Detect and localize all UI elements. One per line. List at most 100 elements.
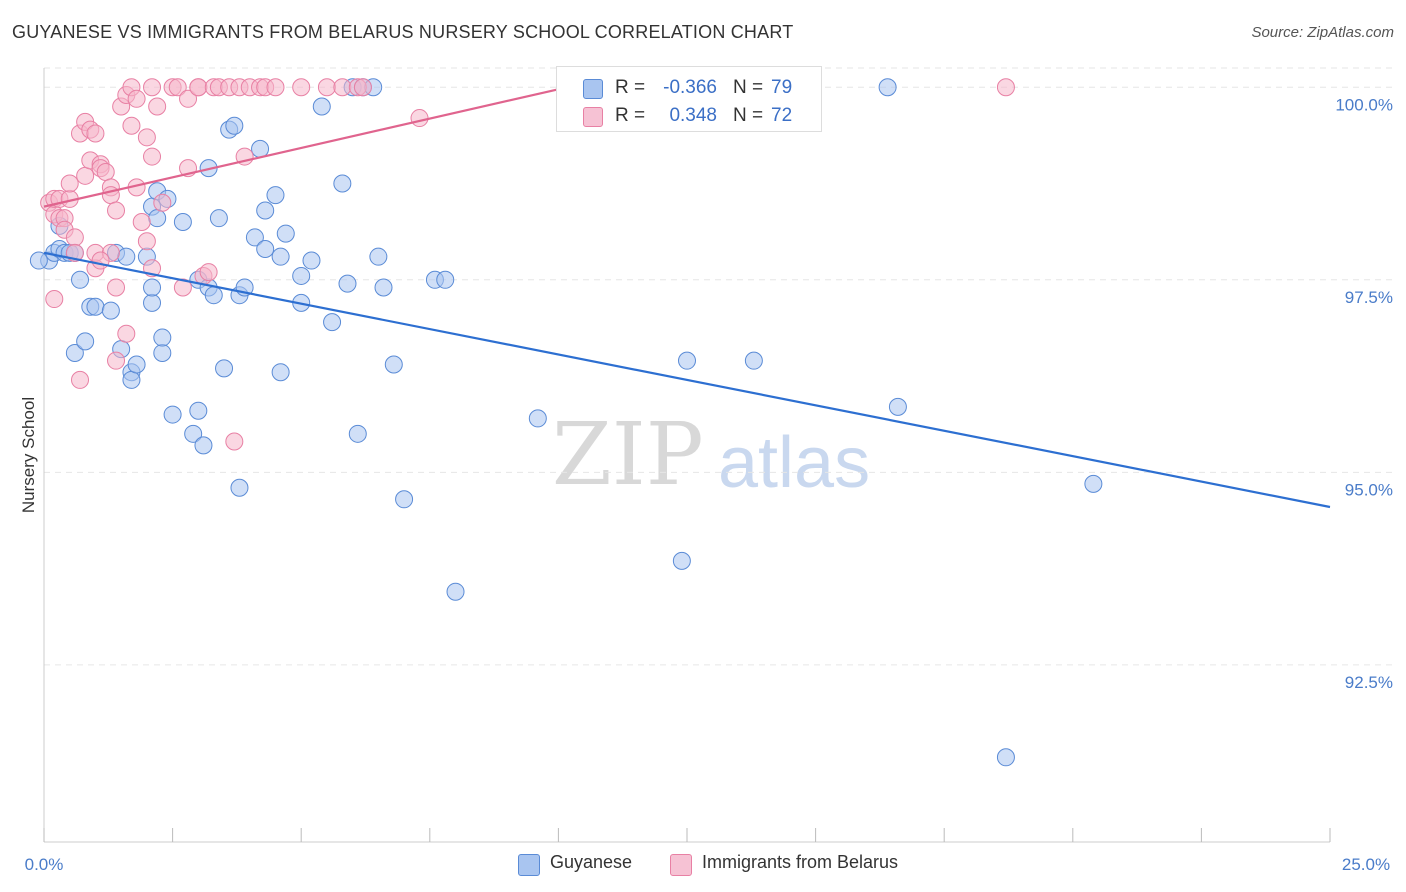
n-value: 72 [771, 105, 793, 126]
guyanese-point [333, 174, 352, 193]
belarus-point [148, 97, 167, 116]
belarus-point [143, 78, 162, 97]
r-value: 0.348 [669, 105, 717, 126]
guyanese-legend-swatch [518, 854, 540, 876]
belarus-point [353, 78, 372, 97]
n-label: N = [733, 77, 764, 98]
y-tick-label: 100.0% [1335, 95, 1393, 114]
guyanese-point [117, 247, 136, 266]
guyanese-point [256, 201, 275, 220]
r-value: -0.366 [663, 77, 717, 98]
guyanese-point [209, 209, 228, 228]
guyanese-point [312, 97, 331, 116]
guyanese-points [29, 78, 1103, 767]
belarus-point [45, 290, 64, 309]
guyanese-point [122, 370, 141, 389]
guyanese-point [215, 359, 234, 378]
guyanese-point [266, 186, 285, 205]
guyanese-point [276, 224, 295, 243]
x-tick-label-max: 25.0% [1342, 855, 1390, 874]
y-tick-label: 95.0% [1345, 480, 1393, 499]
belarus-point [168, 78, 187, 97]
chart-title: GUYANESE VS IMMIGRANTS FROM BELARUS NURS… [12, 22, 794, 42]
guyanese-point [338, 274, 357, 293]
belarus-point [137, 232, 156, 251]
y-axis-title: Nursery School [19, 397, 38, 513]
belarus-points [40, 78, 1015, 451]
guyanese-point [528, 409, 547, 428]
belarus-point [71, 370, 90, 389]
guyanese-point [672, 551, 691, 570]
guyanese-point [148, 209, 167, 228]
guyanese-point [369, 247, 388, 266]
belarus-point [137, 128, 156, 147]
y-axis-tick-labels: 92.5% 95.0% 97.5% 100.0% [1335, 95, 1393, 692]
belarus-legend-swatch [670, 854, 692, 876]
guyanese-point [251, 139, 270, 158]
x-tick-label-min: 0.0% [25, 855, 64, 874]
guyanese-point [127, 355, 146, 374]
y-tick-label: 92.5% [1345, 673, 1393, 692]
watermark-zip: ZIP [552, 405, 704, 505]
guyanese-point [184, 424, 203, 443]
r-label: R = [615, 77, 646, 98]
guyanese-trend-line [43, 251, 1331, 509]
belarus-point [225, 432, 244, 451]
guyanese-point [101, 301, 120, 320]
belarus-point [96, 162, 115, 181]
legend-row-guyanese: R = -0.366 N = 79 [557, 75, 821, 103]
guyanese-point [348, 424, 367, 443]
belarus-point [179, 89, 198, 108]
trend-lines [43, 82, 1331, 509]
guyanese-point [29, 251, 48, 270]
belarus-point [189, 78, 208, 97]
belarus-point [65, 228, 84, 247]
guyanese-point [384, 355, 403, 374]
guyanese-point [86, 297, 105, 316]
axes [43, 68, 1330, 843]
belarus-point [143, 147, 162, 166]
guyanese-point [271, 363, 290, 382]
guyanese-point [996, 748, 1015, 767]
guyanese-point [76, 332, 95, 351]
guyanese-point [143, 293, 162, 312]
guyanese-point [65, 343, 84, 362]
belarus-point [292, 78, 311, 97]
guyanese-point [143, 278, 162, 297]
belarus-point [317, 78, 336, 97]
guyanese-point [230, 478, 249, 497]
guyanese-point [189, 401, 208, 420]
guyanese-point [744, 351, 763, 370]
guyanese-point [194, 436, 213, 455]
guyanese-point [678, 351, 696, 370]
n-label: N = [733, 105, 764, 126]
guyanese-point [292, 266, 311, 285]
guyanese-point [323, 313, 342, 332]
guyanese-point [71, 270, 90, 289]
belarus-point [333, 78, 352, 97]
guyanese-point [163, 405, 182, 424]
guyanese-point [173, 213, 192, 232]
guyanese-point [395, 490, 414, 509]
belarus-point [107, 278, 126, 297]
belarus-point [410, 109, 429, 128]
guyanese-point [204, 286, 223, 305]
guyanese-point [271, 247, 290, 266]
correlation-legend: R = -0.366 N = 79 R = 0.348 N = 72 [556, 66, 822, 132]
belarus-point [122, 116, 141, 135]
belarus-trend-line [43, 82, 585, 208]
guyanese-point [225, 116, 244, 135]
x-axis-ticks [43, 828, 1331, 842]
belarus-point [107, 201, 126, 220]
guyanese-point [446, 582, 465, 601]
belarus-point [153, 193, 172, 212]
guyanese-point [374, 278, 393, 297]
belarus-point [117, 324, 136, 343]
guyanese-point [878, 78, 897, 97]
y-tick-label: 97.5% [1345, 288, 1393, 307]
guyanese-point [302, 251, 321, 270]
belarus-point [107, 351, 126, 370]
guyanese-point [1084, 474, 1103, 493]
belarus-point [996, 78, 1015, 97]
